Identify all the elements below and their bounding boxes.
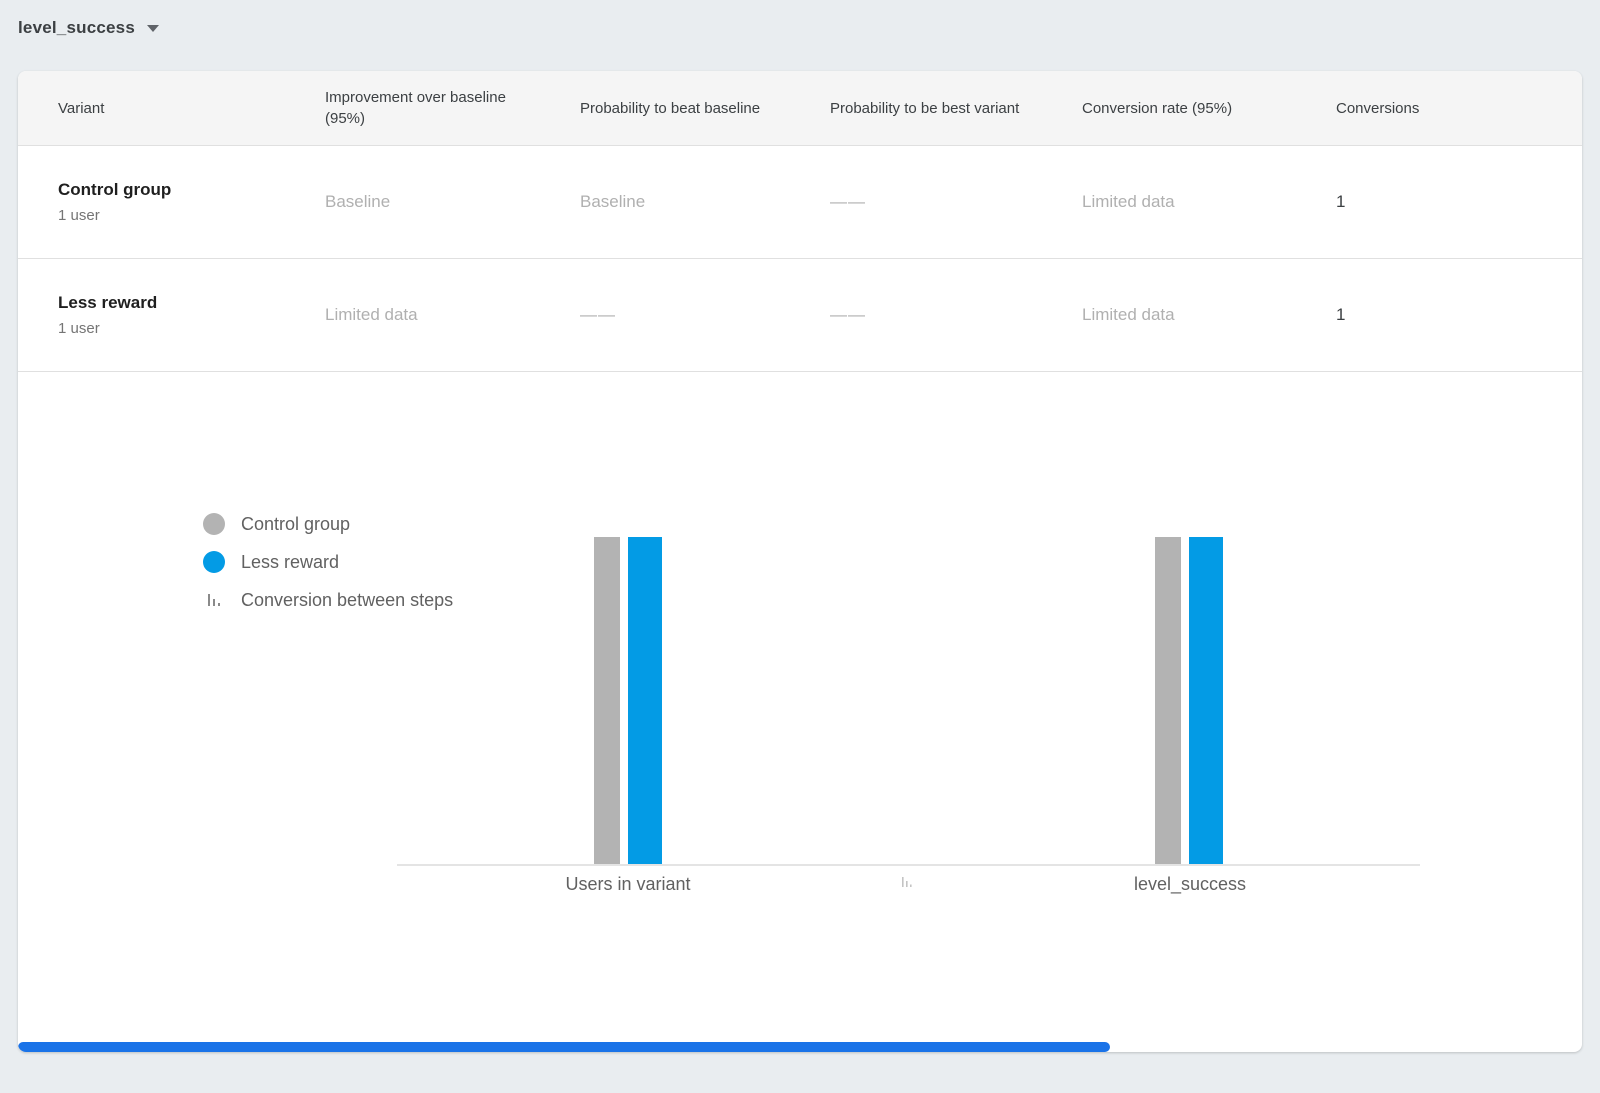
horizontal-scrollbar-thumb[interactable] bbox=[18, 1042, 1110, 1052]
legend-label: Less reward bbox=[241, 551, 340, 572]
variant-name: Control group bbox=[58, 180, 172, 199]
column-header-prob-best-variant: Probability to be best variant bbox=[830, 99, 1020, 117]
bar-less-reward bbox=[628, 537, 662, 864]
chart-legend: Control group Less reward Conversion bet bbox=[203, 512, 453, 626]
conversion-rate-value: Limited data bbox=[1082, 305, 1175, 324]
column-header-conversion-rate: Conversion rate (95%) bbox=[1082, 99, 1233, 117]
bar-less-reward bbox=[1189, 537, 1223, 864]
conversion-between-steps-icon bbox=[203, 592, 225, 608]
x-axis-label-level-success: level_success bbox=[1133, 874, 1247, 894]
bar-group-level-success bbox=[1155, 537, 1223, 864]
table-row-less-reward: Less reward 1 user Limited data —— —— Li… bbox=[18, 259, 1582, 372]
goal-selector-dropdown[interactable]: level_success bbox=[18, 18, 159, 38]
legend-label: Control group bbox=[241, 513, 351, 534]
improvement-value: Limited data bbox=[325, 305, 418, 324]
bar-control-group bbox=[594, 537, 620, 864]
legend-item-control-group: Control group bbox=[203, 512, 453, 536]
prob-best-variant-value: —— bbox=[830, 305, 866, 324]
improvement-value: Baseline bbox=[325, 192, 391, 211]
prob-best-variant-value: —— bbox=[830, 192, 866, 211]
variant-users: 1 user bbox=[58, 207, 100, 224]
conversion-step-marker-icon bbox=[902, 876, 913, 894]
column-header-improvement: Improvement over baseline (95%) bbox=[325, 89, 506, 127]
legend-item-less-reward: Less reward bbox=[203, 550, 453, 574]
prob-beat-baseline-value: Baseline bbox=[580, 192, 646, 211]
prob-beat-baseline-value: —— bbox=[580, 305, 616, 324]
variant-cell: Less reward 1 user bbox=[58, 293, 325, 337]
control-group-dot-icon bbox=[203, 513, 225, 535]
legend-label: Conversion between steps bbox=[241, 589, 454, 610]
variant-users: 1 user bbox=[58, 320, 100, 337]
conversions-value: 1 bbox=[1336, 305, 1346, 324]
column-header-conversions: Conversions bbox=[1336, 99, 1420, 117]
bar-chart-plot: Users in variant level_success bbox=[397, 537, 1420, 894]
column-header-prob-beat-baseline: Probability to beat baseline bbox=[580, 99, 761, 117]
variant-name: Less reward bbox=[58, 293, 158, 312]
table-header: Variant Improvement over baseline (95%) … bbox=[18, 71, 1582, 146]
x-axis-label-users-in-variant: Users in variant bbox=[565, 874, 691, 894]
conversion-chart: Control group Less reward Conversion bet bbox=[18, 372, 1582, 1012]
bar-control-group bbox=[1155, 537, 1181, 864]
bar-group-users-in-variant bbox=[594, 537, 662, 864]
conversion-rate-value: Limited data bbox=[1082, 192, 1175, 211]
column-header-variant: Variant bbox=[58, 99, 105, 117]
less-reward-dot-icon bbox=[203, 551, 225, 573]
goal-selector-label: level_success bbox=[18, 18, 135, 37]
results-card: Variant Improvement over baseline (95%) … bbox=[18, 71, 1582, 1052]
legend-item-conversion-between-steps: Conversion between steps bbox=[203, 588, 453, 612]
table-row-control-group: Control group 1 user Baseline Baseline —… bbox=[18, 146, 1582, 259]
conversions-value: 1 bbox=[1336, 192, 1346, 211]
variant-cell: Control group 1 user bbox=[58, 180, 325, 224]
chevron-down-icon bbox=[146, 24, 159, 32]
